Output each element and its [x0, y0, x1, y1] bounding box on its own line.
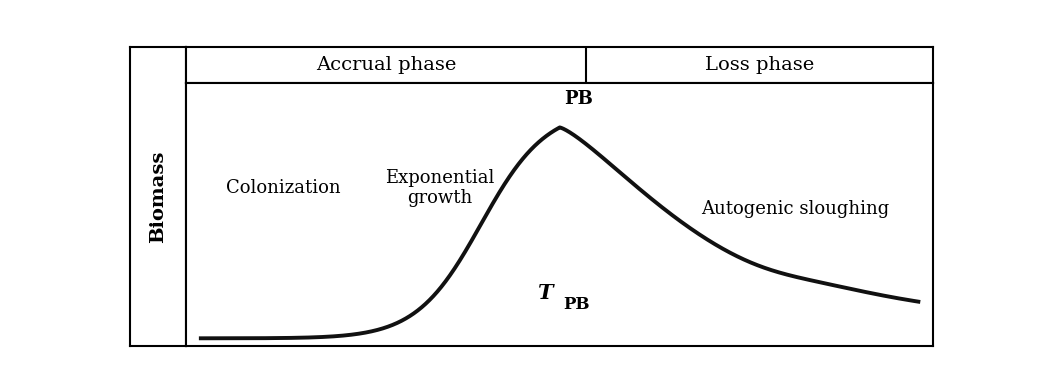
- Text: Loss phase: Loss phase: [705, 56, 814, 74]
- Text: Autogenic sloughing: Autogenic sloughing: [701, 200, 889, 218]
- Text: PB: PB: [563, 296, 590, 312]
- Text: Accrual phase: Accrual phase: [315, 56, 456, 74]
- Text: Exponential
growth: Exponential growth: [386, 169, 495, 207]
- Text: PB: PB: [564, 89, 593, 108]
- Text: Biomass: Biomass: [148, 150, 167, 243]
- Text: T: T: [537, 284, 553, 303]
- Text: Colonization: Colonization: [226, 179, 340, 197]
